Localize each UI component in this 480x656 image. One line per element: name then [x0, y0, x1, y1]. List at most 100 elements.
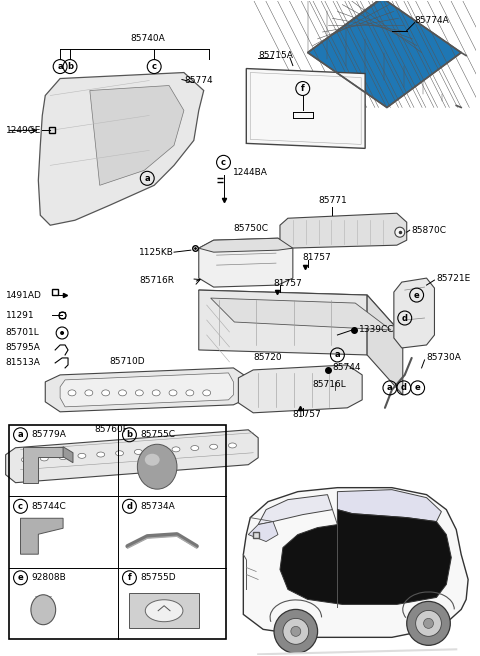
Text: f: f: [301, 84, 305, 93]
Ellipse shape: [203, 390, 211, 396]
Text: d: d: [126, 502, 132, 511]
Text: a: a: [387, 383, 393, 392]
Text: f: f: [128, 573, 132, 583]
Polygon shape: [394, 278, 434, 348]
Ellipse shape: [191, 445, 199, 451]
Text: e: e: [415, 383, 420, 392]
Ellipse shape: [78, 453, 86, 459]
Text: 85779A: 85779A: [31, 430, 66, 440]
Text: 81513A: 81513A: [6, 358, 40, 367]
Polygon shape: [308, 0, 461, 108]
Text: d: d: [401, 383, 407, 392]
Text: b: b: [126, 430, 132, 440]
Circle shape: [395, 227, 405, 237]
Ellipse shape: [169, 390, 177, 396]
Ellipse shape: [153, 448, 161, 453]
Text: 85744: 85744: [333, 363, 361, 373]
Ellipse shape: [228, 443, 236, 448]
Circle shape: [423, 619, 433, 628]
Ellipse shape: [31, 595, 56, 625]
Polygon shape: [130, 593, 199, 628]
Text: 92808B: 92808B: [31, 573, 66, 583]
Polygon shape: [280, 510, 451, 604]
Polygon shape: [199, 290, 367, 355]
Text: 85730A: 85730A: [427, 354, 461, 362]
Text: 85774: 85774: [184, 76, 213, 85]
Text: 1339CC: 1339CC: [359, 325, 395, 335]
Text: 1249GE: 1249GE: [6, 126, 41, 135]
Text: 85721E: 85721E: [436, 274, 471, 283]
Text: 11291: 11291: [6, 310, 34, 319]
Polygon shape: [60, 373, 233, 407]
Text: c: c: [18, 502, 23, 511]
Circle shape: [407, 602, 450, 646]
Ellipse shape: [145, 454, 160, 466]
Ellipse shape: [59, 455, 67, 460]
Text: e: e: [414, 291, 420, 300]
Ellipse shape: [210, 444, 217, 449]
Polygon shape: [24, 447, 63, 483]
Polygon shape: [211, 298, 391, 330]
Ellipse shape: [85, 390, 93, 396]
Text: a: a: [18, 430, 24, 440]
Ellipse shape: [116, 451, 123, 456]
Ellipse shape: [22, 457, 29, 462]
Ellipse shape: [152, 390, 160, 396]
Polygon shape: [6, 430, 258, 483]
Text: 85760F: 85760F: [95, 425, 129, 434]
Circle shape: [274, 609, 318, 653]
Polygon shape: [248, 522, 278, 542]
Text: c: c: [152, 62, 156, 71]
Polygon shape: [63, 447, 73, 462]
Text: 81757: 81757: [303, 253, 332, 262]
Ellipse shape: [68, 390, 76, 396]
Text: a: a: [57, 62, 63, 71]
Polygon shape: [337, 489, 442, 522]
Text: 85755D: 85755D: [140, 573, 176, 583]
Polygon shape: [239, 365, 362, 413]
Text: 1125KB: 1125KB: [139, 248, 174, 256]
Ellipse shape: [102, 390, 109, 396]
Ellipse shape: [145, 600, 183, 622]
Text: e: e: [18, 573, 24, 583]
Text: d: d: [402, 314, 408, 323]
Text: 81757: 81757: [293, 410, 322, 419]
Circle shape: [291, 626, 301, 636]
Polygon shape: [90, 85, 184, 185]
Polygon shape: [199, 290, 403, 335]
Polygon shape: [38, 73, 204, 225]
Polygon shape: [199, 238, 293, 287]
Polygon shape: [45, 368, 248, 412]
Text: 85701L: 85701L: [6, 329, 39, 337]
Ellipse shape: [40, 456, 48, 461]
Polygon shape: [280, 213, 407, 248]
Circle shape: [283, 619, 309, 644]
Polygon shape: [367, 295, 403, 395]
Text: 85716R: 85716R: [139, 276, 174, 285]
Ellipse shape: [134, 449, 142, 455]
Text: a: a: [335, 350, 340, 359]
Text: 85720: 85720: [253, 354, 282, 362]
Ellipse shape: [186, 390, 194, 396]
Text: 85710D: 85710D: [109, 358, 145, 367]
Text: 1244BA: 1244BA: [233, 168, 268, 177]
Ellipse shape: [119, 390, 126, 396]
Text: 85750C: 85750C: [233, 224, 268, 233]
Polygon shape: [243, 487, 468, 638]
Polygon shape: [246, 68, 365, 148]
Text: 85755C: 85755C: [140, 430, 175, 440]
Polygon shape: [258, 495, 333, 525]
Circle shape: [60, 331, 64, 335]
Text: 1491AD: 1491AD: [6, 291, 42, 300]
Text: a: a: [144, 174, 150, 183]
Text: 81757: 81757: [273, 279, 302, 287]
Circle shape: [416, 610, 442, 636]
Text: 85715A: 85715A: [258, 51, 293, 60]
Text: c: c: [221, 158, 226, 167]
Polygon shape: [199, 238, 293, 252]
Text: 85795A: 85795A: [6, 344, 40, 352]
Text: b: b: [67, 62, 73, 71]
Ellipse shape: [97, 452, 105, 457]
Text: 85870C: 85870C: [412, 226, 447, 235]
Text: 85744C: 85744C: [31, 502, 66, 511]
